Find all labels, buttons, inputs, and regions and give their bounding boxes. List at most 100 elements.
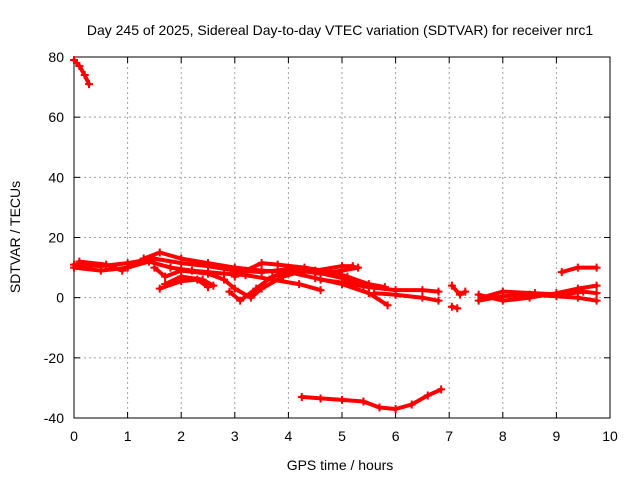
- data-point: [161, 280, 170, 289]
- series-trace-13: [372, 291, 441, 303]
- data-point: [145, 257, 154, 266]
- data-point: [70, 56, 78, 65]
- data-point: [166, 263, 175, 272]
- x-tick-label: 4: [285, 428, 293, 444]
- data-point: [123, 263, 132, 272]
- x-axis-label: GPS time / hours: [287, 457, 394, 473]
- series-trace-15: [449, 283, 468, 297]
- data-point: [139, 254, 148, 263]
- x-tick-label: 5: [338, 428, 346, 444]
- data-point: [579, 287, 588, 296]
- data-point: [348, 262, 357, 271]
- data-point: [437, 385, 446, 394]
- data-point: [375, 403, 384, 412]
- series-trace-1: [72, 58, 91, 87]
- data-point: [316, 275, 325, 284]
- y-tick-label: -40: [44, 410, 64, 426]
- data-point: [423, 391, 432, 400]
- data-point: [311, 266, 320, 275]
- data-point: [241, 266, 250, 275]
- data-point: [257, 266, 266, 275]
- x-tick-label: 2: [177, 428, 185, 444]
- data-point: [573, 293, 582, 302]
- data-point: [209, 281, 218, 290]
- x-tick-label: 8: [499, 428, 507, 444]
- data-point: [557, 268, 566, 277]
- data-point: [102, 260, 111, 269]
- data-point: [273, 260, 282, 269]
- data-point: [477, 293, 486, 302]
- data-point: [236, 296, 245, 305]
- y-tick-label: -20: [44, 350, 64, 366]
- data-point: [453, 304, 462, 313]
- x-tick-label: 7: [445, 428, 453, 444]
- data-point: [70, 263, 78, 272]
- data-point: [295, 280, 304, 289]
- x-tick-label: 9: [553, 428, 561, 444]
- y-tick-label: 60: [48, 109, 64, 125]
- data-point: [447, 302, 456, 311]
- data-point: [354, 263, 363, 272]
- data-point: [150, 263, 159, 272]
- data-point: [407, 400, 416, 409]
- data-point: [338, 262, 346, 271]
- data-point: [316, 286, 325, 295]
- data-point: [359, 397, 368, 406]
- data-point: [592, 281, 601, 290]
- x-tick-label: 6: [392, 428, 400, 444]
- data-point: [455, 290, 464, 299]
- data-point: [198, 275, 207, 284]
- data-point: [204, 259, 212, 268]
- y-tick-label: 0: [56, 290, 64, 306]
- data-point: [75, 257, 84, 266]
- data-point: [592, 296, 601, 305]
- data-point: [434, 296, 443, 305]
- data-point: [364, 283, 373, 292]
- grid: [74, 57, 610, 418]
- data-point: [284, 269, 293, 278]
- data-point: [75, 62, 84, 71]
- data-series: [70, 56, 601, 413]
- y-tick-label: 80: [48, 49, 64, 65]
- data-point: [391, 290, 400, 299]
- data-point: [297, 392, 306, 401]
- data-point: [252, 284, 261, 293]
- data-point: [177, 266, 186, 275]
- data-point: [434, 287, 443, 296]
- chart-title: Day 245 of 2025, Sidereal Day-to-day VTE…: [87, 22, 593, 38]
- data-point: [418, 293, 427, 302]
- data-point: [155, 284, 164, 293]
- y-tick-label: 40: [48, 169, 64, 185]
- data-point: [85, 80, 94, 89]
- data-point: [316, 394, 325, 403]
- data-point: [530, 289, 539, 298]
- data-point: [177, 254, 186, 263]
- x-tick-label: 0: [70, 428, 78, 444]
- data-point: [592, 263, 601, 272]
- x-tick-label: 3: [231, 428, 239, 444]
- data-point: [161, 272, 170, 281]
- data-point: [155, 248, 164, 257]
- data-point: [557, 290, 566, 299]
- data-point: [118, 266, 127, 275]
- data-point: [573, 263, 582, 272]
- y-axis-label: SDTVAR / TECUs: [7, 181, 23, 293]
- data-point: [204, 269, 212, 278]
- data-point: [80, 71, 89, 80]
- x-tick-label: 10: [602, 428, 618, 444]
- data-point: [447, 281, 456, 290]
- data-point: [370, 289, 379, 298]
- data-point: [343, 272, 352, 281]
- series-trace-11: [286, 264, 355, 276]
- data-point: [225, 287, 234, 296]
- data-point: [230, 284, 239, 293]
- data-point: [230, 272, 239, 281]
- axis-ticks: 0 1 2 3 4 5 6 7 8 9 10 -40 -20 0 20 40 60 80: [44, 49, 618, 444]
- data-point: [268, 272, 277, 281]
- data-point: [220, 275, 229, 284]
- x-tick-label: 1: [124, 428, 132, 444]
- y-tick-label: 20: [48, 230, 64, 246]
- data-point: [592, 289, 601, 298]
- data-point: [96, 266, 105, 275]
